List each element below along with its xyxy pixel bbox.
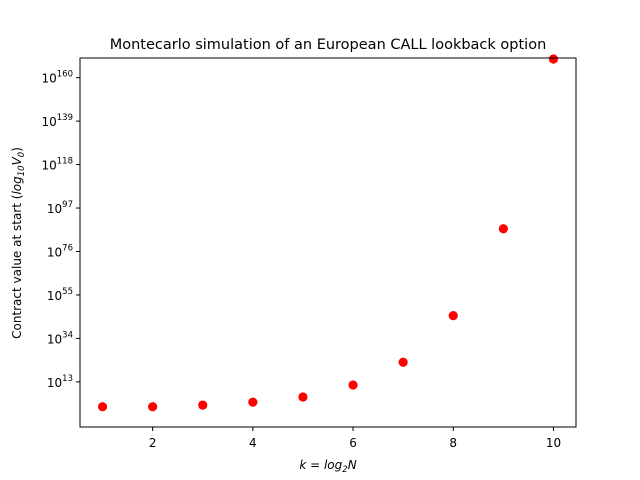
data-point bbox=[148, 402, 158, 412]
y-axis-label-subscript: 10 bbox=[17, 165, 27, 176]
y-tick-label: 10139 bbox=[41, 113, 73, 129]
y-tick-base: 10 bbox=[41, 72, 56, 86]
data-point bbox=[97, 402, 108, 412]
y-tick-base: 10 bbox=[41, 159, 56, 173]
y-tick-exponent: 34 bbox=[62, 330, 73, 340]
data-point bbox=[298, 392, 308, 402]
data-point bbox=[198, 400, 208, 410]
x-axis-label-subscript: 2 bbox=[342, 465, 347, 475]
y-tick-base: 10 bbox=[41, 115, 56, 129]
y-tick-exponent: 139 bbox=[57, 113, 73, 123]
y-tick-exponent: 13 bbox=[62, 374, 73, 384]
y-tick-exponent: 118 bbox=[57, 157, 73, 167]
y-axis-label-end: ) bbox=[10, 147, 24, 152]
y-tick-exponent: 76 bbox=[62, 244, 73, 254]
y-tick-exponent: 160 bbox=[57, 70, 73, 80]
y-tick-label: 1076 bbox=[47, 244, 73, 260]
data-points bbox=[97, 54, 559, 412]
data-point bbox=[448, 311, 458, 321]
x-tick-label: 2 bbox=[149, 436, 157, 450]
y-tick-exponent: 55 bbox=[62, 287, 73, 297]
y-tick-label: 10160 bbox=[41, 70, 73, 86]
x-axis-ticks: 2 4 6 8 10 bbox=[149, 427, 561, 450]
x-tick-label: 8 bbox=[449, 436, 457, 450]
y-axis-label-log: log bbox=[10, 176, 24, 195]
x-axis-label: k = log2N bbox=[299, 458, 356, 475]
data-point bbox=[398, 357, 408, 367]
x-tick-label: 6 bbox=[349, 436, 357, 450]
y-tick-label: 1097 bbox=[47, 200, 73, 216]
y-tick-base: 10 bbox=[47, 202, 62, 216]
data-point bbox=[548, 54, 559, 64]
x-axis-label-suffix: N bbox=[348, 458, 357, 472]
y-tick-label: 10118 bbox=[41, 157, 73, 173]
y-axis-label-prefix: Contract value at start ( bbox=[10, 195, 24, 339]
x-axis-label-prefix: k = log bbox=[299, 458, 342, 472]
data-point bbox=[348, 380, 358, 390]
chart-title: Montecarlo simulation of an European CAL… bbox=[110, 37, 547, 53]
data-point bbox=[498, 224, 508, 234]
y-tick-base: 10 bbox=[47, 376, 62, 390]
y-tick-label: 1034 bbox=[47, 330, 73, 346]
x-tick-label: 4 bbox=[249, 436, 257, 450]
x-tick-label: 10 bbox=[546, 436, 561, 450]
y-tick-base: 10 bbox=[47, 246, 62, 260]
y-tick-exponent: 97 bbox=[62, 200, 73, 210]
y-tick-label: 1055 bbox=[47, 287, 73, 303]
y-axis-label-subscript-0: 0 bbox=[17, 152, 27, 157]
y-tick-label: 1013 bbox=[47, 374, 73, 390]
plot-area-frame bbox=[79, 57, 577, 428]
data-point bbox=[248, 397, 258, 407]
y-tick-base: 10 bbox=[47, 332, 62, 346]
y-axis-label: Contract value at start (log10V0) bbox=[10, 147, 27, 339]
y-axis-label-v: V bbox=[10, 156, 24, 165]
y-tick-base: 10 bbox=[47, 289, 62, 303]
